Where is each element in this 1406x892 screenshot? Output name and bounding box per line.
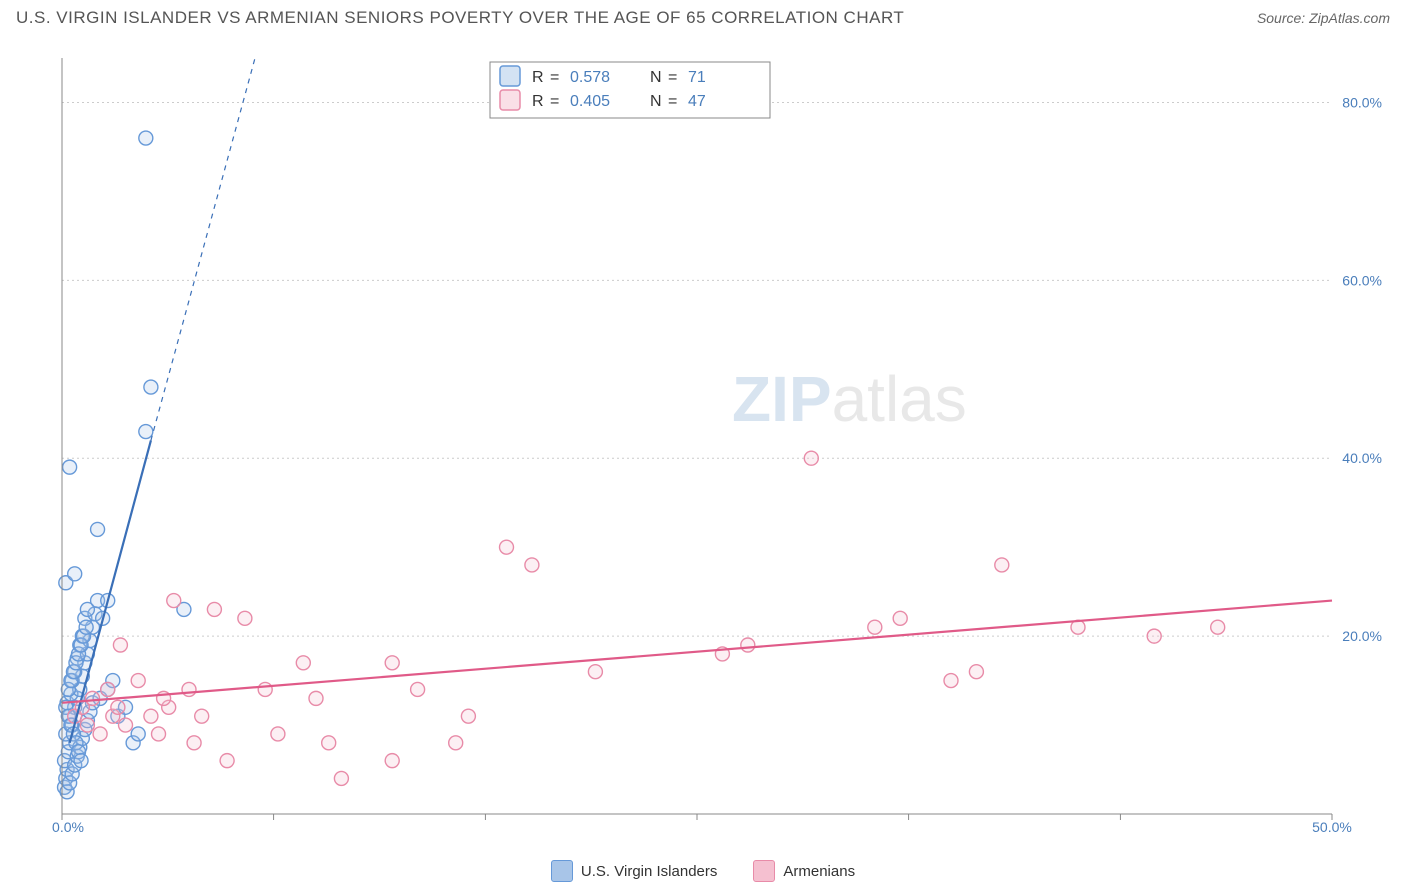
scatter-point <box>804 451 818 465</box>
scatter-point <box>139 131 153 145</box>
scatter-point <box>79 620 93 634</box>
legend-r-label: R <box>532 69 544 86</box>
watermark: ZIPatlas <box>732 363 967 435</box>
scatter-point <box>411 682 425 696</box>
legend-eq: = <box>668 93 677 110</box>
scatter-point <box>741 638 755 652</box>
scatter-point <box>139 425 153 439</box>
trend-line-dashed <box>151 58 255 440</box>
scatter-point <box>1211 620 1225 634</box>
scatter-point <box>944 674 958 688</box>
scatter-point <box>182 682 196 696</box>
scatter-point <box>119 718 133 732</box>
chart-area: 20.0%40.0%60.0%80.0%ZIPatlas0.0%50.0%Sen… <box>50 58 1386 832</box>
scatter-point <box>131 674 145 688</box>
scatter-point <box>868 620 882 634</box>
legend-r-value: 0.578 <box>570 69 610 86</box>
scatter-chart: 20.0%40.0%60.0%80.0%ZIPatlas0.0%50.0%Sen… <box>50 58 1386 832</box>
legend-eq: = <box>550 93 559 110</box>
x-tick-label: 0.0% <box>52 819 84 832</box>
legend-swatch-icon <box>753 860 775 882</box>
legend-eq: = <box>550 69 559 86</box>
scatter-point <box>588 665 602 679</box>
scatter-point <box>334 771 348 785</box>
scatter-point <box>893 611 907 625</box>
legend-r-label: R <box>532 93 544 110</box>
scatter-point <box>80 718 94 732</box>
scatter-point <box>144 380 158 394</box>
y-tick-label: 20.0% <box>1342 628 1382 644</box>
scatter-point <box>449 736 463 750</box>
scatter-point <box>85 691 99 705</box>
x-tick-label: 50.0% <box>1312 819 1352 832</box>
legend-swatch-icon <box>500 90 520 110</box>
scatter-point <box>207 602 221 616</box>
scatter-point <box>113 638 127 652</box>
legend-swatch-icon <box>500 66 520 86</box>
scatter-point <box>195 709 209 723</box>
legend-n-label: N <box>650 93 662 110</box>
bottom-legend: U.S. Virgin Islanders Armenians <box>0 860 1406 882</box>
scatter-point <box>152 727 166 741</box>
legend-eq: = <box>668 69 677 86</box>
y-tick-label: 80.0% <box>1342 94 1382 110</box>
scatter-point <box>74 754 88 768</box>
legend-item-armenians: Armenians <box>753 860 855 882</box>
scatter-point <box>385 656 399 670</box>
y-tick-label: 40.0% <box>1342 450 1382 466</box>
scatter-point <box>1147 629 1161 643</box>
y-tick-label: 60.0% <box>1342 272 1382 288</box>
scatter-point <box>131 727 145 741</box>
scatter-point <box>187 736 201 750</box>
scatter-point <box>969 665 983 679</box>
scatter-point <box>167 594 181 608</box>
chart-title: U.S. VIRGIN ISLANDER VS ARMENIAN SENIORS… <box>16 8 904 28</box>
header: U.S. VIRGIN ISLANDER VS ARMENIAN SENIORS… <box>0 0 1406 32</box>
scatter-point <box>271 727 285 741</box>
scatter-point <box>309 691 323 705</box>
legend-r-value: 0.405 <box>570 93 610 110</box>
scatter-point <box>296 656 310 670</box>
scatter-point <box>500 540 514 554</box>
legend-item-usvi: U.S. Virgin Islanders <box>551 860 717 882</box>
scatter-point <box>461 709 475 723</box>
scatter-point <box>525 558 539 572</box>
source-attribution: Source: ZipAtlas.com <box>1257 10 1390 26</box>
scatter-point <box>63 460 77 474</box>
scatter-point <box>258 682 272 696</box>
legend-n-value: 47 <box>688 93 706 110</box>
legend-n-label: N <box>650 69 662 86</box>
legend-swatch-icon <box>551 860 573 882</box>
legend-n-value: 71 <box>688 69 706 86</box>
scatter-point <box>68 567 82 581</box>
scatter-point <box>238 611 252 625</box>
scatter-point <box>995 558 1009 572</box>
trend-line <box>62 601 1332 703</box>
scatter-point <box>91 522 105 536</box>
scatter-point <box>101 682 115 696</box>
scatter-point <box>322 736 336 750</box>
scatter-point <box>93 727 107 741</box>
scatter-point <box>220 754 234 768</box>
scatter-point <box>144 709 158 723</box>
scatter-point <box>111 700 125 714</box>
scatter-point <box>385 754 399 768</box>
